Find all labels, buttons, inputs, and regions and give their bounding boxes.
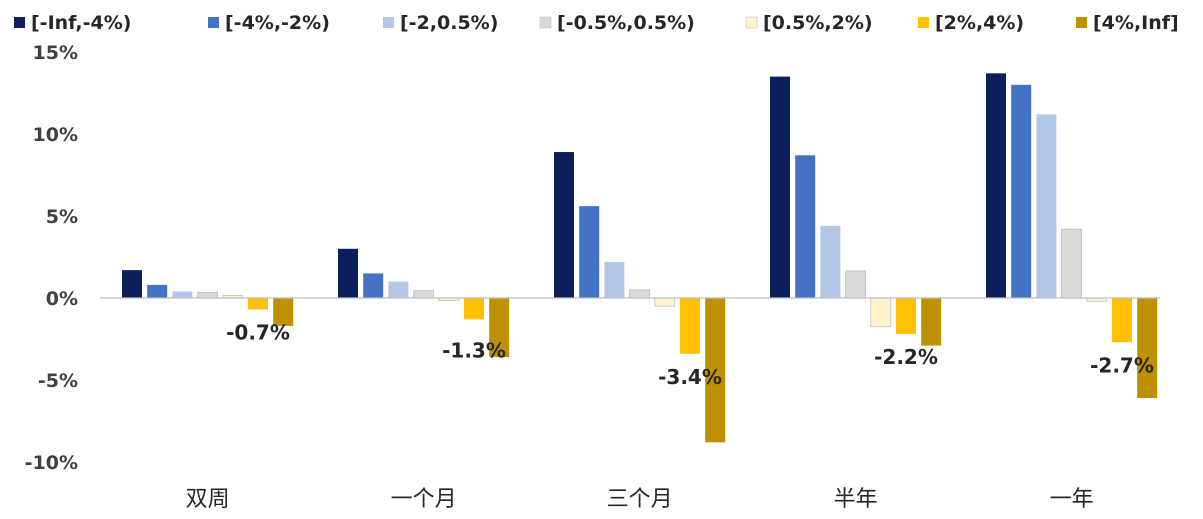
legend-swatch xyxy=(539,16,552,29)
x-axis: 双周 一个月 三个月 半年 一年 xyxy=(186,487,1094,512)
bar xyxy=(986,73,1006,298)
bar xyxy=(795,155,816,298)
legend-label: [-0.5%,0.5%) xyxy=(557,12,695,34)
data-labels: -0.7% -1.3% -3.4% -2.2% -2.7% xyxy=(226,320,1154,388)
x-category-label: 半年 xyxy=(834,487,878,512)
x-category-label: 双周 xyxy=(186,487,230,512)
bar xyxy=(1036,114,1057,298)
legend-label: [0.5%,2%) xyxy=(763,12,873,34)
bar xyxy=(1137,298,1158,399)
bars xyxy=(122,73,1158,443)
y-tick-label: 5% xyxy=(46,206,78,228)
legend: [-Inf,-4%) [-4%,-2%) [-2,0.5%) [-0.5%,0.5%)… xyxy=(14,12,1179,34)
bar xyxy=(1112,298,1132,343)
y-tick-label: 0% xyxy=(46,288,78,310)
legend-swatch xyxy=(208,17,219,28)
bar xyxy=(820,225,841,298)
bar xyxy=(705,298,726,443)
legend-label: [-Inf,-4%) xyxy=(31,12,131,34)
x-category-label: 一个月 xyxy=(391,487,457,512)
bar xyxy=(363,273,384,298)
data-label: -2.7% xyxy=(1090,353,1154,377)
bar xyxy=(921,298,942,346)
bar xyxy=(273,298,294,326)
bar xyxy=(870,297,892,328)
y-axis: 15% 10% 5% 0% -5% -10% xyxy=(25,42,78,474)
bar xyxy=(413,290,435,299)
bar xyxy=(845,270,866,299)
bar xyxy=(1011,84,1032,298)
legend-swatch xyxy=(918,17,929,28)
legend-label: [-4%,-2%) xyxy=(225,12,330,34)
legend-label: [-2,0.5%) xyxy=(400,12,498,34)
x-category-label: 三个月 xyxy=(607,487,673,512)
x-category-label: 一年 xyxy=(1050,487,1094,512)
bar xyxy=(579,206,600,298)
bar xyxy=(896,298,916,335)
bar xyxy=(654,297,676,307)
data-label: -3.4% xyxy=(658,365,722,389)
bar xyxy=(248,298,268,310)
legend-swatch xyxy=(14,17,25,28)
bar xyxy=(770,76,790,298)
bar xyxy=(147,284,168,298)
data-label: -1.3% xyxy=(442,338,506,362)
y-tick-label: 10% xyxy=(33,124,78,146)
data-label: -2.2% xyxy=(874,345,938,369)
y-tick-label: -5% xyxy=(38,370,78,392)
bar xyxy=(629,289,650,299)
bar xyxy=(122,270,142,298)
bar xyxy=(197,291,219,299)
bar xyxy=(338,248,358,298)
bar xyxy=(680,298,700,354)
bar xyxy=(388,281,409,298)
legend-label: [4%,Inf] xyxy=(1093,12,1179,34)
bar xyxy=(1061,228,1082,299)
y-tick-label: -10% xyxy=(25,452,78,474)
bar xyxy=(464,298,484,320)
bar xyxy=(489,298,510,358)
legend-swatch xyxy=(745,16,758,29)
y-tick-label: 15% xyxy=(33,42,78,64)
legend-swatch xyxy=(383,17,394,28)
bar xyxy=(172,291,193,298)
bar xyxy=(604,261,625,298)
legend-swatch xyxy=(1076,17,1087,28)
bar xyxy=(554,152,574,298)
legend-label: [2%,4%) xyxy=(935,12,1024,34)
data-label: -0.7% xyxy=(226,320,290,344)
